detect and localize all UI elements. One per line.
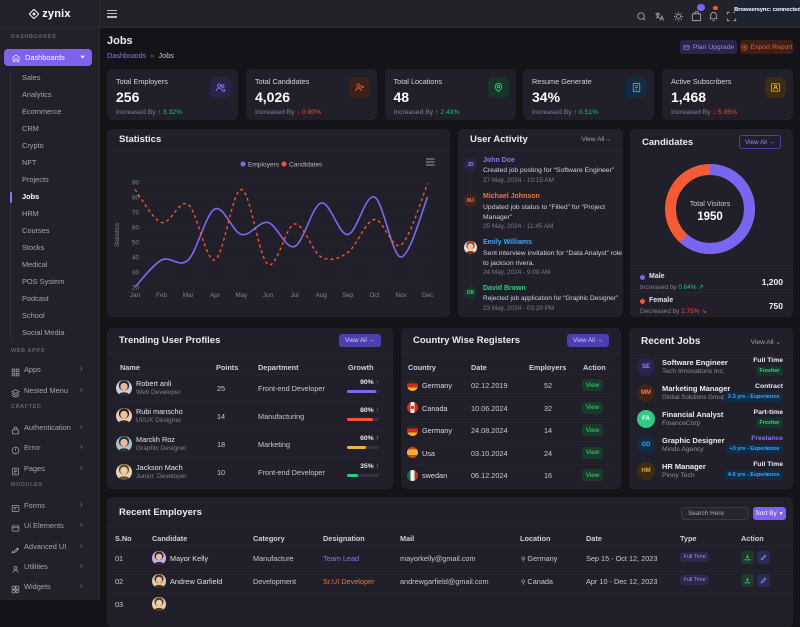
svg-text:May: May xyxy=(235,292,248,299)
svg-text:Jul: Jul xyxy=(291,292,299,299)
svg-text:50: 50 xyxy=(132,240,140,247)
svg-text:Total Visitors: Total Visitors xyxy=(690,199,731,208)
svg-text:Dec: Dec xyxy=(422,292,433,299)
svg-text:Aug: Aug xyxy=(316,292,328,299)
svg-text:70: 70 xyxy=(132,210,140,217)
svg-text:Jan: Jan xyxy=(130,292,141,299)
svg-text:Oct: Oct xyxy=(370,292,380,299)
svg-text:Mar: Mar xyxy=(183,292,194,299)
svg-text:90: 90 xyxy=(132,180,140,187)
svg-text:Statistics: Statistics xyxy=(115,223,121,247)
svg-text:80: 80 xyxy=(132,195,140,202)
svg-text:Apr: Apr xyxy=(210,292,220,299)
svg-text:Jun: Jun xyxy=(263,292,274,299)
svg-text:60: 60 xyxy=(132,225,140,232)
svg-text:20: 20 xyxy=(132,285,140,292)
svg-text:Employers: Employers xyxy=(248,162,280,169)
svg-text:Sep: Sep xyxy=(342,292,354,299)
svg-text:40: 40 xyxy=(132,255,140,262)
svg-text:Candidates: Candidates xyxy=(289,162,323,169)
svg-text:30: 30 xyxy=(132,270,140,277)
svg-text:Nov: Nov xyxy=(395,292,407,299)
svg-text:1950: 1950 xyxy=(697,211,723,223)
svg-text:Feb: Feb xyxy=(156,292,167,299)
